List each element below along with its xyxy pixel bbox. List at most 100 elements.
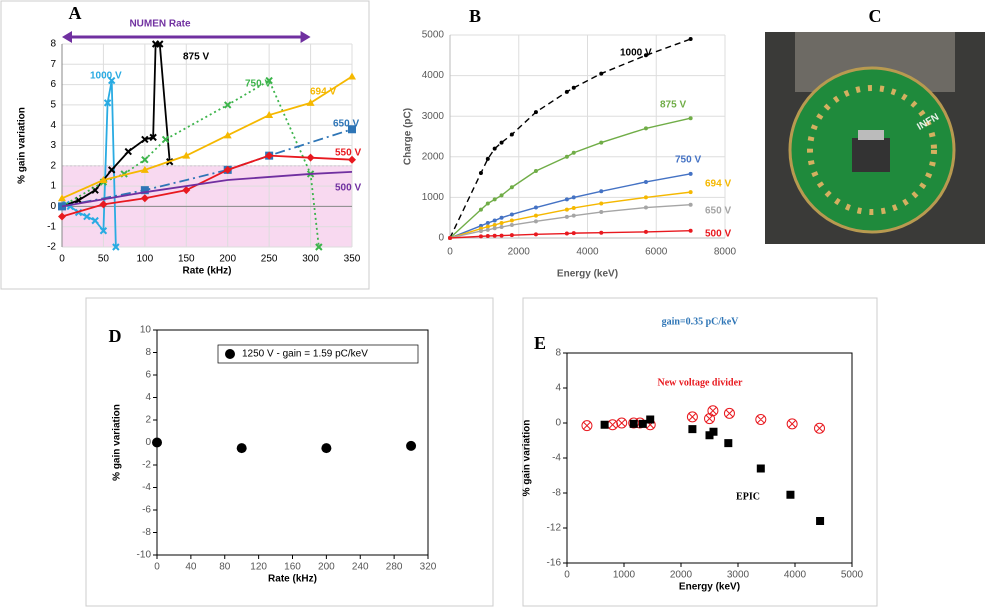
- point: [643, 229, 648, 234]
- point: [688, 425, 697, 434]
- x-tick-label: 80: [219, 562, 231, 573]
- y-tick-label: -1: [47, 221, 56, 232]
- point: [492, 146, 497, 151]
- point: [709, 427, 718, 436]
- x-tick-label: 4000: [784, 570, 807, 581]
- x-tick-label: 240: [352, 562, 369, 573]
- point: [533, 205, 538, 210]
- x-tick-label: 5000: [841, 570, 864, 581]
- y-tick-label: 0: [438, 233, 444, 244]
- x-tick-label: 0: [447, 247, 453, 258]
- point: [492, 223, 497, 228]
- point: [688, 228, 693, 233]
- y-tick-label: 10: [140, 325, 152, 336]
- point: [108, 166, 116, 174]
- point: [315, 243, 323, 251]
- series-label: 500 V: [335, 183, 361, 194]
- point: [478, 229, 483, 234]
- series-label: 875 V: [183, 52, 209, 63]
- point: [571, 213, 576, 218]
- point: [99, 200, 108, 209]
- series-label: 694 V: [705, 179, 731, 190]
- point: [485, 156, 490, 161]
- point: [509, 185, 514, 190]
- x-tick-label: 0: [154, 562, 160, 573]
- y-tick-label: 8: [145, 347, 151, 358]
- y-tick-label: 1000: [422, 192, 445, 203]
- series-label: 550 V: [335, 148, 361, 159]
- y-tick-label: 0: [145, 437, 151, 448]
- series-label: 875 V: [660, 100, 686, 111]
- point: [643, 179, 648, 184]
- point: [509, 212, 514, 217]
- y-axis-label: % gain variation: [112, 404, 123, 481]
- x-tick-label: 320: [420, 562, 437, 573]
- point: [306, 98, 315, 106]
- y-tick-label: 8: [50, 39, 56, 50]
- point: [485, 220, 490, 225]
- legend-box: [217, 344, 419, 364]
- x-tick-label: 6000: [645, 247, 668, 258]
- point: [140, 165, 149, 173]
- series-label: 1000 V: [620, 48, 652, 59]
- point: [786, 418, 798, 430]
- y-tick-label: 4000: [422, 70, 445, 81]
- x-tick-label: 3000: [727, 570, 750, 581]
- y-tick-label: 4: [50, 120, 56, 131]
- x-tick-label: 0: [564, 570, 570, 581]
- point: [499, 220, 504, 225]
- point: [141, 135, 149, 144]
- point: [755, 414, 767, 425]
- point: [492, 197, 497, 202]
- x-tick-label: 50: [98, 254, 110, 265]
- panel-a-frame: [0, 0, 370, 290]
- point: [533, 232, 538, 237]
- point: [492, 233, 497, 238]
- point: [599, 71, 604, 76]
- point: [478, 171, 483, 176]
- point: [707, 405, 719, 417]
- series-line: [61, 43, 171, 208]
- point: [571, 85, 576, 90]
- point: [448, 236, 452, 240]
- point: [161, 135, 170, 144]
- point: [306, 153, 315, 162]
- point: [499, 140, 504, 145]
- point: [499, 193, 504, 198]
- point: [149, 133, 157, 142]
- point: [688, 116, 693, 121]
- y-tick-label: 1: [50, 181, 56, 192]
- panel-label: C: [869, 6, 882, 26]
- x-tick-label: 200: [318, 562, 335, 573]
- series-line: [61, 75, 353, 200]
- point: [406, 440, 417, 451]
- x-tick-label: 120: [250, 562, 267, 573]
- point: [478, 234, 483, 239]
- point: [265, 151, 274, 160]
- x-tick-label: 100: [137, 254, 154, 265]
- y-tick-label: -4: [552, 453, 561, 464]
- point: [485, 233, 490, 238]
- x-tick-label: 8000: [714, 247, 737, 258]
- series-line: [61, 79, 320, 248]
- point: [571, 195, 576, 200]
- point: [140, 194, 149, 203]
- series-label: EPIC: [736, 491, 760, 502]
- point: [348, 72, 356, 80]
- point: [724, 439, 733, 448]
- x-tick-label: 1000: [613, 570, 636, 581]
- x-tick-label: 150: [178, 254, 195, 265]
- y-tick-label: 3000: [422, 111, 445, 122]
- point: [485, 224, 490, 229]
- point: [599, 210, 604, 215]
- x-tick-label: 280: [386, 562, 403, 573]
- point: [99, 176, 108, 184]
- photo: INFN: [765, 32, 985, 244]
- point: [485, 201, 490, 206]
- point: [91, 216, 99, 225]
- pads: [807, 85, 937, 215]
- y-tick-label: -6: [142, 505, 151, 516]
- point: [688, 37, 693, 42]
- point: [646, 415, 655, 424]
- point: [643, 195, 648, 200]
